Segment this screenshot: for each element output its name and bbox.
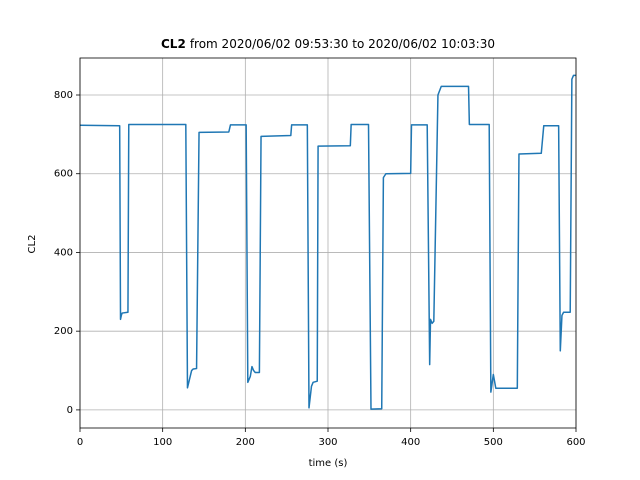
x-tick-label: 200 — [236, 437, 255, 448]
x-tick-label: 600 — [566, 437, 585, 448]
title-bold: CL2 — [161, 37, 186, 51]
y-tick-label: 400 — [54, 247, 73, 258]
data-line — [79, 74, 576, 410]
x-axis-label: time (s) — [309, 458, 348, 469]
x-tick-label: 500 — [484, 437, 503, 448]
x-tick-label: 400 — [401, 437, 420, 448]
y-tick-label: 0 — [67, 405, 73, 416]
x-tick-label: 300 — [318, 437, 337, 448]
y-tick-label: 200 — [54, 326, 73, 337]
chart-title: CL2 from 2020/06/02 09:53:30 to 2020/06/0… — [161, 37, 495, 51]
title-rest: from 2020/06/02 09:53:30 to 2020/06/02 1… — [190, 37, 495, 51]
y-tick-label: 600 — [54, 169, 73, 180]
y-tick-label: 800 — [54, 90, 73, 101]
x-tick-label: 100 — [153, 437, 172, 448]
y-axis-label: CL2 — [27, 235, 38, 254]
x-tick-label: 0 — [77, 437, 83, 448]
plot-frame — [79, 57, 577, 429]
